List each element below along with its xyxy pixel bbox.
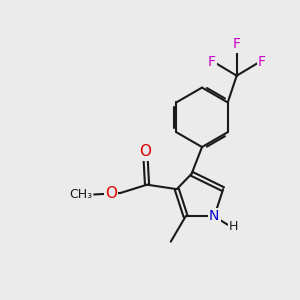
Text: H: H [228, 220, 238, 233]
Text: O: O [105, 185, 117, 200]
Text: F: F [207, 55, 215, 69]
Text: F: F [233, 38, 241, 52]
Text: F: F [258, 55, 266, 69]
Text: CH₃: CH₃ [70, 188, 93, 201]
Text: N: N [209, 209, 220, 224]
Text: O: O [140, 145, 152, 160]
